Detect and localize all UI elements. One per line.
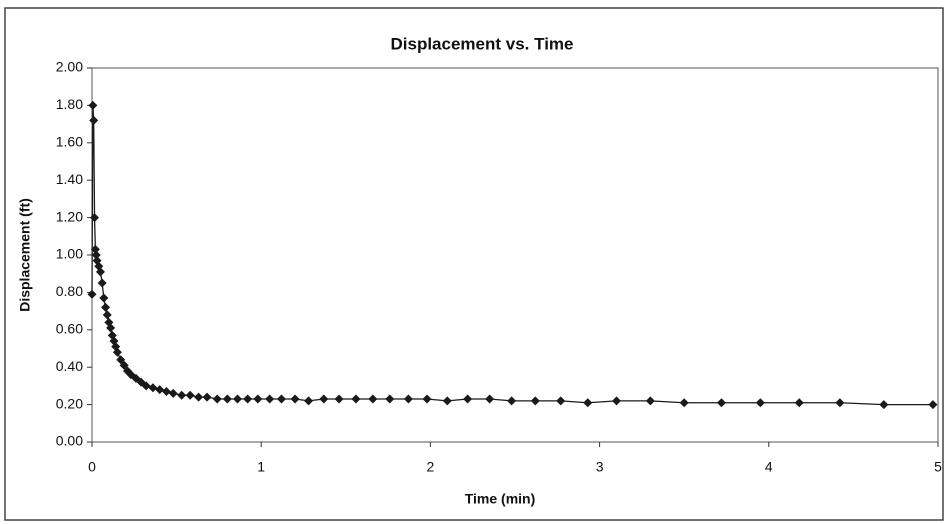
data-marker bbox=[835, 398, 845, 408]
data-marker bbox=[101, 302, 111, 312]
data-marker bbox=[233, 394, 243, 404]
data-marker bbox=[222, 394, 232, 404]
x-tick-label: 4 bbox=[765, 459, 773, 475]
y-tick-label: 0.80 bbox=[56, 283, 83, 299]
data-marker bbox=[253, 394, 263, 404]
data-marker bbox=[612, 396, 622, 406]
data-marker bbox=[319, 394, 329, 404]
y-tick-label: 1.60 bbox=[56, 134, 83, 150]
data-marker bbox=[243, 394, 253, 404]
data-marker bbox=[148, 383, 158, 393]
data-marker bbox=[95, 267, 105, 277]
data-marker bbox=[91, 250, 101, 260]
data-marker bbox=[556, 396, 566, 406]
data-marker bbox=[194, 392, 204, 402]
chart-frame bbox=[4, 7, 944, 521]
y-tick-label: 0.00 bbox=[56, 433, 83, 449]
y-tick-label: 2.00 bbox=[56, 59, 83, 75]
x-tick-label: 1 bbox=[257, 459, 265, 475]
data-marker bbox=[141, 381, 151, 391]
data-marker bbox=[679, 398, 689, 408]
data-marker bbox=[99, 293, 109, 303]
data-marker bbox=[334, 394, 344, 404]
y-tick-label: 0.60 bbox=[56, 321, 83, 337]
x-tick-label: 5 bbox=[934, 459, 942, 475]
data-marker bbox=[507, 396, 517, 406]
data-marker bbox=[87, 289, 97, 299]
y-tick-label: 1.80 bbox=[56, 96, 83, 112]
data-marker bbox=[90, 213, 100, 223]
data-marker bbox=[422, 394, 432, 404]
data-marker bbox=[645, 396, 655, 406]
data-marker bbox=[106, 323, 116, 333]
data-marker bbox=[304, 396, 314, 406]
x-tick-label: 3 bbox=[596, 459, 604, 475]
data-marker bbox=[290, 394, 300, 404]
data-marker bbox=[368, 394, 378, 404]
y-tick-label: 1.00 bbox=[56, 246, 83, 262]
data-marker bbox=[90, 244, 100, 254]
y-tick-label: 1.40 bbox=[56, 171, 83, 187]
data-marker bbox=[161, 387, 171, 397]
x-tick-label: 0 bbox=[88, 459, 96, 475]
y-tick-label: 0.40 bbox=[56, 358, 83, 374]
y-tick-label: 1.20 bbox=[56, 208, 83, 224]
data-marker bbox=[463, 394, 473, 404]
data-marker bbox=[168, 388, 178, 398]
data-marker bbox=[385, 394, 395, 404]
data-marker bbox=[794, 398, 804, 408]
data-marker bbox=[879, 400, 889, 410]
data-marker bbox=[442, 396, 452, 406]
data-marker bbox=[755, 398, 765, 408]
x-axis-label: Time (min) bbox=[465, 491, 536, 507]
data-marker bbox=[155, 385, 165, 395]
data-marker bbox=[265, 394, 275, 404]
data-marker bbox=[177, 390, 187, 400]
y-tick-label: 0.20 bbox=[56, 395, 83, 411]
data-marker bbox=[485, 394, 495, 404]
data-marker bbox=[277, 394, 287, 404]
data-marker bbox=[102, 310, 112, 320]
chart-title: Displacement vs. Time bbox=[391, 34, 574, 53]
data-marker bbox=[88, 100, 98, 110]
data-marker bbox=[202, 392, 212, 402]
data-marker bbox=[530, 396, 540, 406]
data-marker bbox=[212, 394, 222, 404]
data-marker bbox=[112, 347, 122, 357]
y-axis-label: Displacement (ft) bbox=[17, 198, 33, 312]
data-marker bbox=[716, 398, 726, 408]
data-marker bbox=[89, 115, 99, 125]
data-marker bbox=[583, 398, 593, 408]
x-tick-label: 2 bbox=[427, 459, 435, 475]
data-marker bbox=[185, 390, 195, 400]
data-marker bbox=[351, 394, 361, 404]
data-marker bbox=[97, 278, 107, 288]
data-marker bbox=[403, 394, 413, 404]
data-marker bbox=[928, 400, 938, 410]
